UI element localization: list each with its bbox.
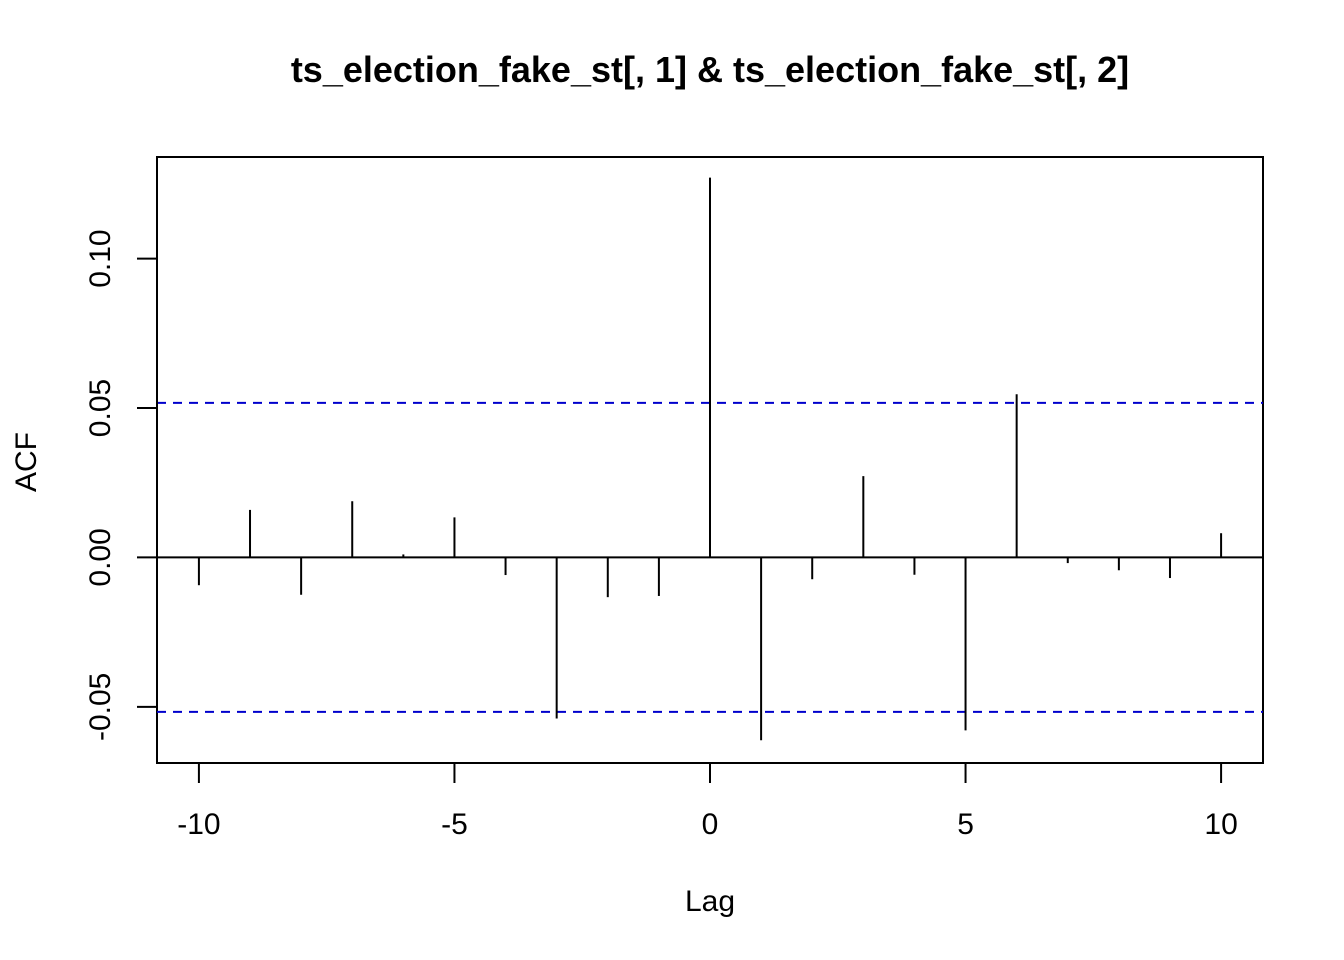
y-tick-label: 0.10 [84, 229, 117, 287]
x-axis-label: Lag [685, 885, 735, 918]
x-tick-label: 0 [702, 808, 719, 841]
y-tick-label: 0.00 [84, 528, 117, 586]
y-tick-label: 0.05 [84, 379, 117, 437]
x-tick-label: 10 [1204, 808, 1237, 841]
y-tick-label: -0.05 [84, 673, 117, 741]
x-tick-label: -5 [441, 808, 468, 841]
x-tick-label: 5 [957, 808, 974, 841]
x-tick-label: -10 [177, 808, 220, 841]
y-axis-label: ACF [10, 432, 43, 492]
chart-title: ts_election_fake_st[, 1] & ts_election_f… [291, 49, 1129, 90]
